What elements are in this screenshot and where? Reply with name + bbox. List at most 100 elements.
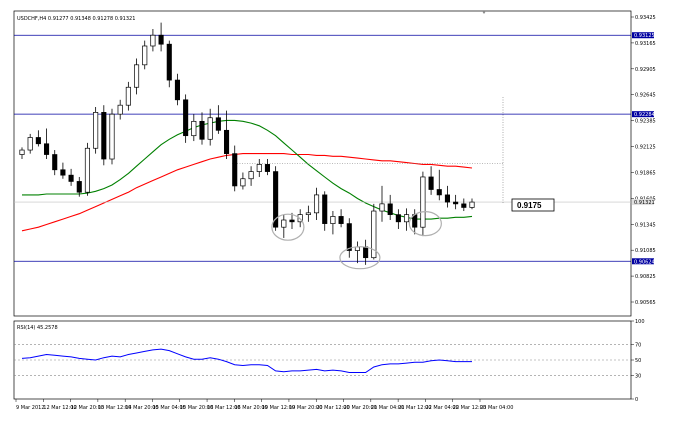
- candle-16: [150, 28, 156, 52]
- candle-22: [199, 112, 205, 145]
- candle-18: [166, 40, 172, 88]
- rsi-tick-label: 100: [635, 319, 645, 325]
- rsi-header: RSI(14) 45.2578: [17, 325, 58, 331]
- time-tick-label: 19 Mar 12:00: [262, 405, 295, 411]
- candle-body: [207, 117, 213, 140]
- candle-body: [191, 120, 197, 137]
- candle-body: [183, 99, 189, 137]
- candle-body: [248, 171, 254, 180]
- candle-body: [101, 112, 107, 160]
- candle-7: [76, 176, 82, 197]
- candle-40: [346, 218, 352, 258]
- candle-19: [174, 73, 181, 106]
- candle-38: [330, 211, 336, 235]
- candle-body: [330, 216, 336, 224]
- price-badge-bg: [632, 111, 654, 118]
- candle-24: [215, 105, 221, 134]
- candle-body: [273, 171, 279, 228]
- main-header: USDCHF,H4 0.91277 0.91348 0.91278 0.9132…: [17, 16, 135, 22]
- candle-body: [428, 176, 434, 190]
- time-tick-label: 12 Mar 20:00: [71, 405, 104, 411]
- pattern-ellipse-0: [271, 213, 305, 241]
- candle-20: [183, 94, 189, 143]
- time-tick-label: 20 Mar 12:00: [316, 405, 349, 411]
- candle-13: [125, 81, 131, 111]
- level-callout: 0.9175: [502, 97, 555, 212]
- candle-31: [273, 166, 279, 231]
- candle-body: [215, 117, 221, 131]
- rsi-line: [21, 348, 472, 373]
- candle-26: [232, 145, 238, 192]
- candle-body: [158, 34, 164, 45]
- time-tick-label: 9 Mar 2012: [16, 405, 45, 411]
- candle-body: [420, 176, 426, 228]
- price-tick-label: 0.90565: [635, 300, 656, 306]
- candle-body: [117, 104, 123, 115]
- price-tick-label: 0.92905: [635, 67, 656, 73]
- candle-11: [109, 108, 115, 165]
- rsi-axis: 100 70 50 30 0: [631, 319, 645, 403]
- candle-39: [338, 209, 344, 228]
- price-badge-label: 0.92284: [634, 112, 655, 118]
- candle-10: [101, 105, 107, 166]
- candle-2: [35, 130, 41, 147]
- price-badge-2: 0.91321: [632, 199, 655, 206]
- price-tick-label: 0.92385: [635, 119, 656, 125]
- price-tick-label: 0.92125: [635, 145, 656, 151]
- rsi-tick-label: 30: [635, 374, 641, 380]
- price-badge-label: 0.90624: [634, 259, 655, 265]
- rsi-tick-label: 0: [635, 397, 638, 403]
- time-tick-label: 22 Mar 12:00: [453, 405, 486, 411]
- candle-body: [453, 201, 459, 205]
- rsi-levels: [14, 344, 631, 376]
- candle-body: [403, 214, 410, 223]
- rsi-tick-label: 50: [635, 358, 641, 364]
- candle-55: [469, 198, 475, 210]
- hline-layer: [14, 34, 631, 262]
- price-tick-label: 0.91085: [635, 248, 656, 254]
- candle-body: [371, 210, 377, 259]
- callout-label: 0.9175: [517, 201, 542, 210]
- candle-21: [191, 114, 197, 142]
- candle-body: [27, 137, 33, 151]
- time-tick-label: 15 Mar 04:00: [152, 405, 185, 411]
- candle-45: [387, 194, 393, 221]
- time-tick-label: 16 Mar 20:00: [234, 405, 267, 411]
- candle-body: [313, 194, 320, 214]
- candle-32: [281, 214, 287, 238]
- time-tick-label: 22 Mar 04:00: [425, 405, 458, 411]
- candle-body: [264, 164, 271, 172]
- candle-14: [133, 58, 140, 95]
- candle-51: [436, 169, 442, 201]
- candle-12: [117, 99, 123, 120]
- candle-47: [403, 208, 410, 231]
- candle-body: [166, 43, 172, 81]
- candle-body: [109, 113, 115, 160]
- time-tick-label: 12 Mar 12:00: [43, 405, 76, 411]
- price-badge-0: 0.93125: [632, 32, 655, 39]
- candle-body: [305, 212, 311, 215]
- candle-body: [43, 143, 50, 155]
- candle-53: [453, 194, 459, 210]
- price-badge-label: 0.91321: [634, 200, 655, 206]
- candle-body: [289, 219, 295, 223]
- candle-body: [461, 203, 467, 208]
- candle-17: [158, 22, 164, 52]
- ellipse-layer: [271, 211, 442, 270]
- ma-slow-layer: [21, 153, 473, 232]
- candle-body: [19, 149, 25, 155]
- rsi-tick-label: 70: [635, 342, 641, 348]
- chart-shift-marker-icon: [482, 11, 486, 14]
- price-tick-label: 0.91345: [635, 222, 656, 228]
- candle-body: [379, 203, 385, 212]
- candle-body: [436, 189, 442, 196]
- price-tick-label: 0.93425: [635, 15, 656, 21]
- candle-body: [469, 201, 475, 208]
- price-tick-label: 0.92645: [635, 93, 656, 99]
- candle-9: [93, 106, 99, 154]
- candle-body: [35, 137, 41, 145]
- candle-body: [125, 86, 131, 106]
- candle-49: [420, 171, 426, 237]
- time-tick-label: 20 Mar 20:00: [344, 405, 377, 411]
